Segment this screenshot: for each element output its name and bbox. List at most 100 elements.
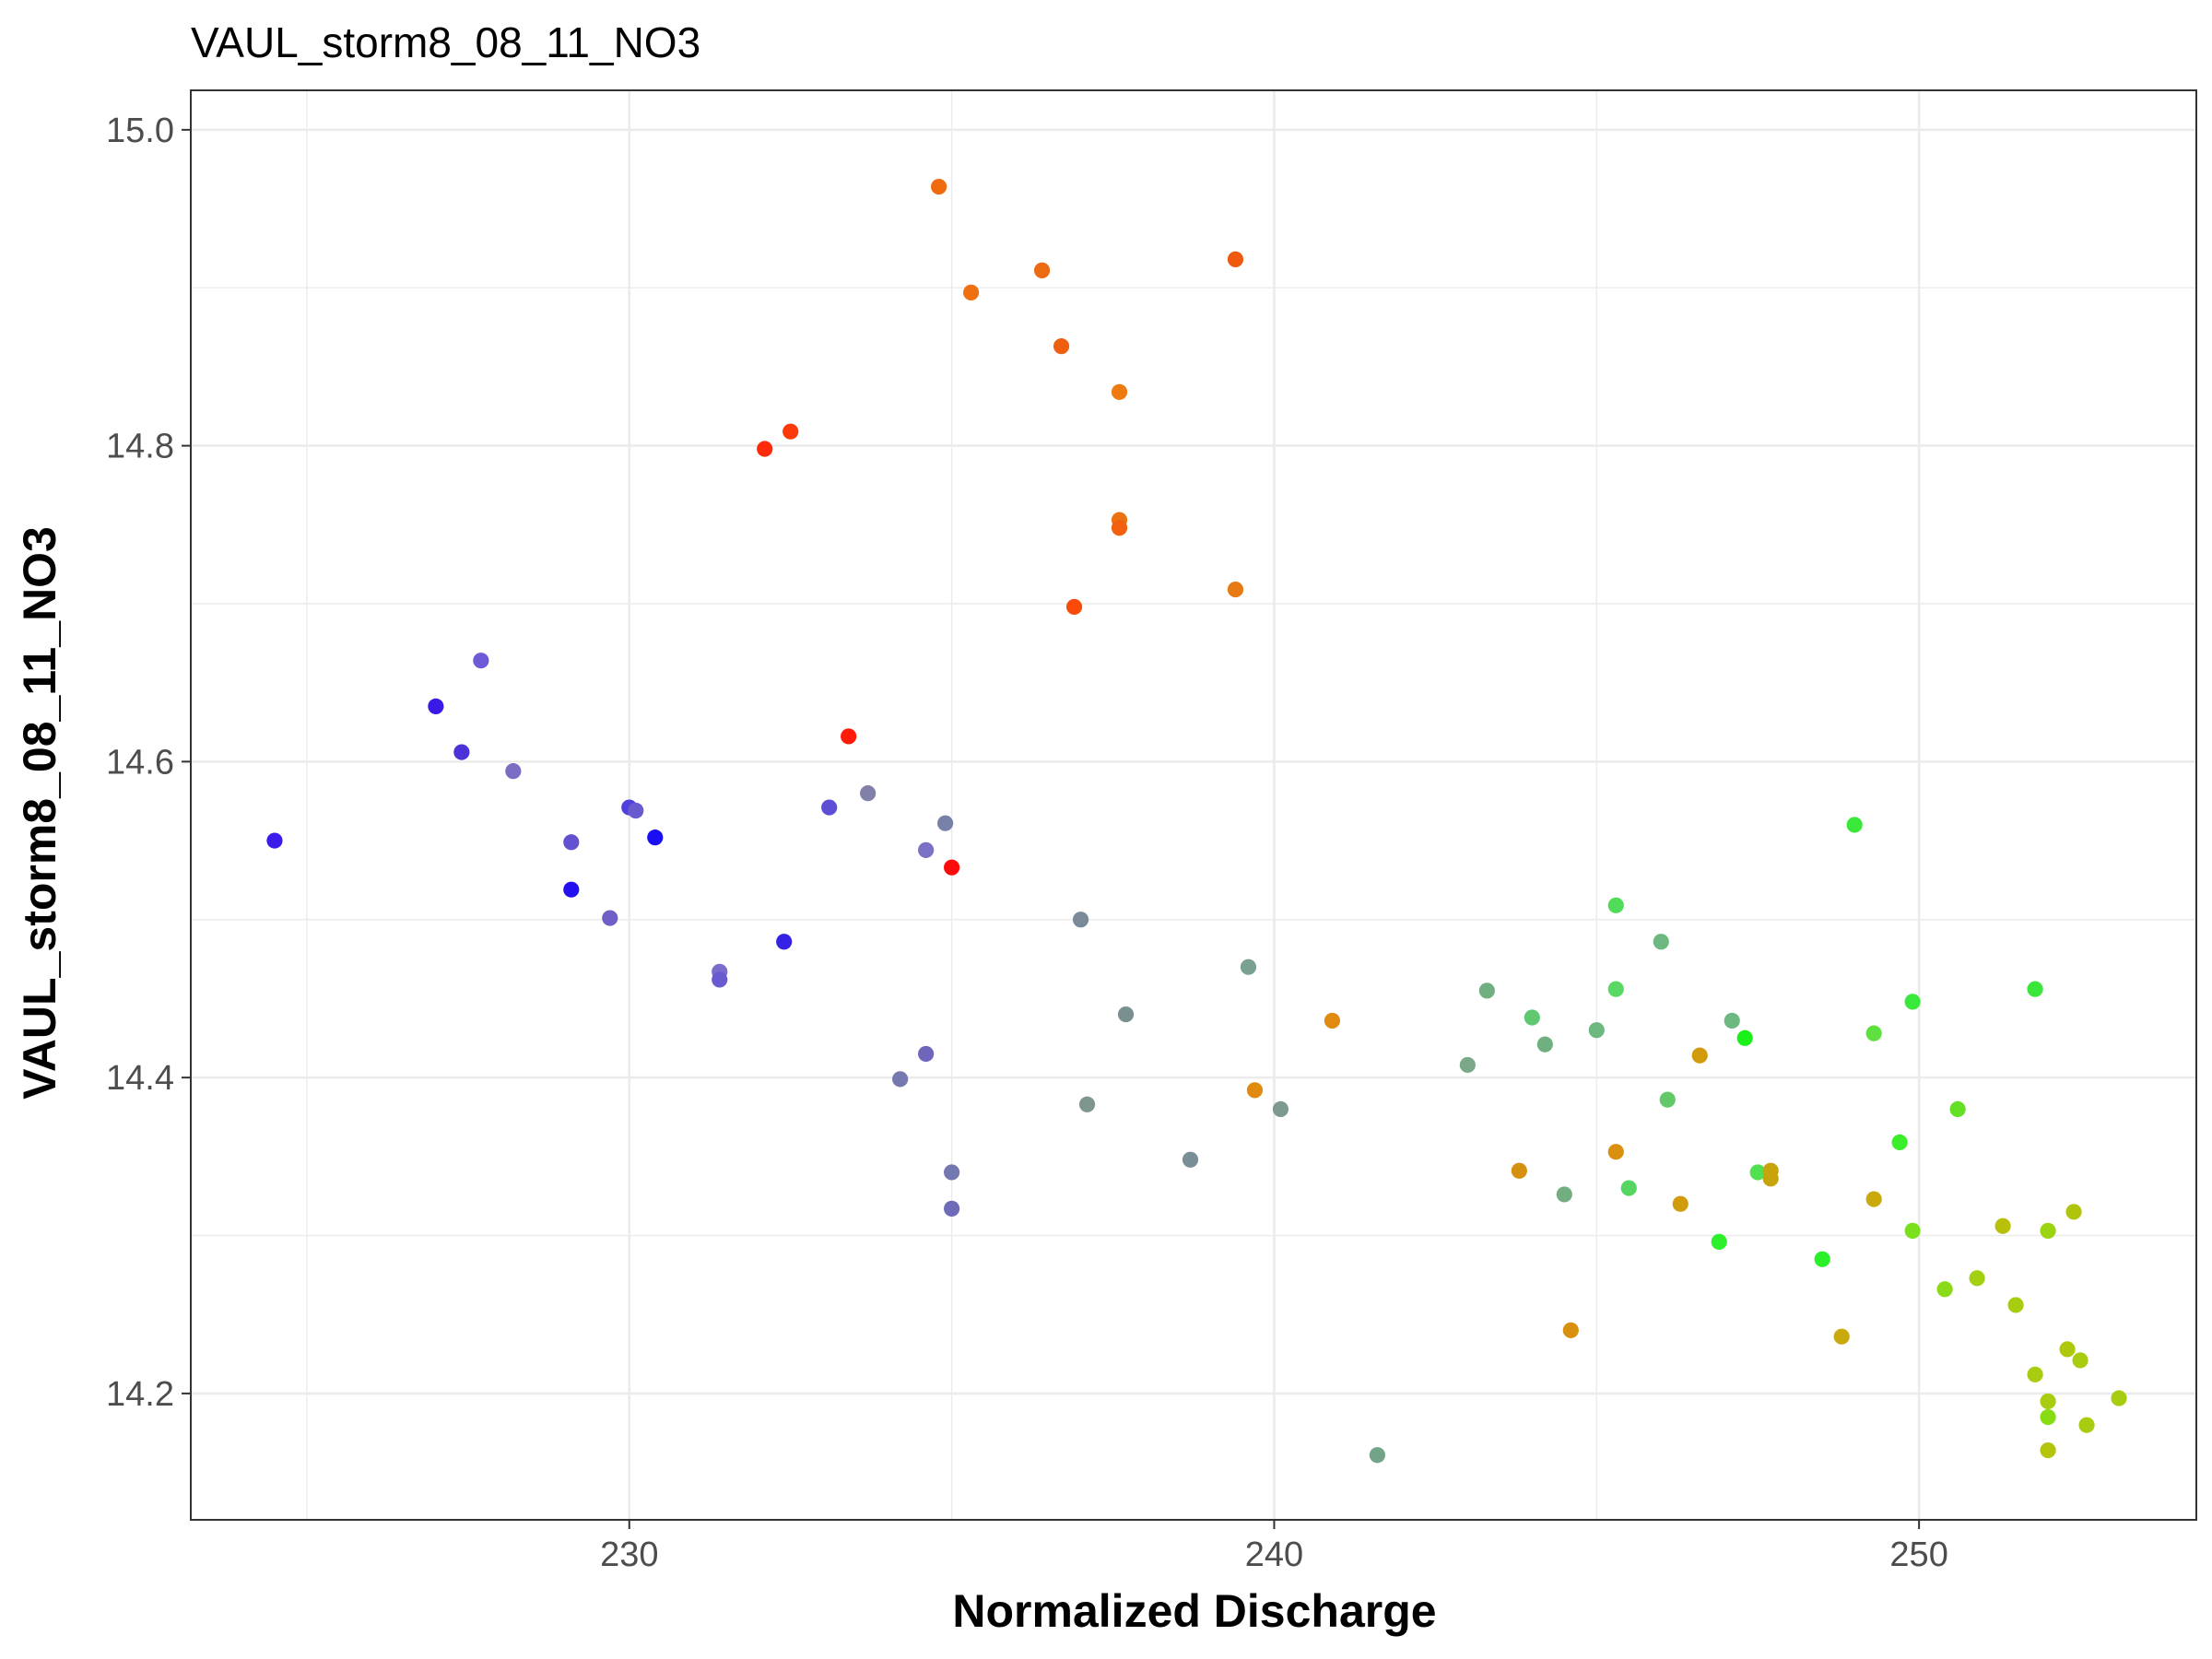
data-point [428,698,444,714]
data-point [712,971,728,988]
data-point [1865,1025,1882,1041]
data-point [1182,1151,1199,1168]
data-point [1936,1281,1953,1298]
data-point [2007,1297,2024,1313]
data-point [1969,1270,1985,1287]
data-point [473,653,489,669]
data-point [1111,383,1128,400]
data-point [2040,1393,2056,1410]
x-tick-label: 230 [600,1535,658,1574]
y-tick-label: 14.4 [106,1059,174,1098]
data-point [860,785,877,802]
y-tick-label: 14.2 [106,1375,174,1414]
data-point [1736,1030,1753,1046]
y-axis: 14.2 14.4 14.6 14.8 15.0 [106,112,191,1414]
panel-border [190,89,2197,1521]
major-gridlines [191,90,2196,1520]
data-point [1272,1100,1289,1118]
data-point [776,934,793,950]
data-point [944,1164,960,1181]
data-point [931,178,947,195]
data-point [918,1045,935,1063]
data-point [1904,1222,1921,1239]
data-point [647,830,664,846]
data-point [1607,1144,1624,1160]
data-point [821,799,838,816]
y-tick-label: 15.0 [106,112,174,150]
data-point [1691,1047,1708,1064]
data-point [2040,1409,2056,1426]
data-point [1749,1164,1766,1181]
data-point [1762,1171,1779,1187]
data-point [1556,1186,1572,1203]
data-point [1994,1218,2011,1234]
data-point [1033,262,1051,278]
data-point [1478,982,1495,999]
data-point [2072,1352,2088,1369]
data-point [944,859,960,876]
y-axis-title: VAUL_storm8_08_11_NO3 [14,526,65,1100]
data-point [918,841,935,858]
data-point [1511,1162,1527,1179]
data-point [1078,1096,1096,1112]
chart-title: VAUL_storm8_08_11_NO3 [191,18,700,66]
data-point [1620,1180,1637,1196]
data-point [1227,251,1244,267]
data-point [1117,1006,1135,1023]
data-point [1588,1022,1605,1039]
data-point [563,834,580,851]
plot-panel [190,89,2197,1521]
data-point [2027,981,2043,997]
data-point [944,1200,960,1217]
data-point [1536,1036,1553,1053]
data-point [1607,981,1624,997]
data-point [2027,1366,2043,1382]
data-point [782,423,799,440]
data-point [2040,1222,2056,1239]
data-point [1227,581,1244,598]
data-point [757,441,773,457]
data-point [1459,1056,1476,1074]
data-point [1111,520,1128,536]
minor-gridlines [191,90,2196,1520]
data-point [266,832,283,849]
data-point [1814,1251,1830,1267]
data-point [1369,1447,1386,1464]
data-point [1724,1012,1740,1030]
data-point [1240,959,1257,975]
y-tick-label: 14.6 [106,743,174,782]
x-tick-label: 250 [1889,1535,1947,1574]
data-point [1607,897,1624,913]
data-point [937,815,954,831]
data-point [628,802,644,819]
data-point [1891,1134,1908,1150]
data-points [266,178,2127,1464]
data-point [1653,934,1669,950]
data-point [2059,1341,2076,1358]
data-point [2111,1390,2127,1406]
data-point [2040,1441,2056,1459]
data-point [602,910,618,926]
data-point [1072,912,1089,928]
data-point [1562,1322,1579,1338]
x-axis-title: Normalized Discharge [952,1585,1436,1637]
data-point [1949,1100,1966,1118]
data-point [1711,1233,1727,1250]
data-point [1672,1195,1688,1212]
data-point [1065,598,1083,616]
data-point [892,1071,909,1088]
data-point [1865,1191,1882,1207]
data-point [1833,1328,1850,1345]
data-point [1053,338,1070,355]
data-point [2065,1204,2082,1220]
x-axis: 230 240 250 [600,1520,1948,1574]
data-point [1324,1012,1341,1030]
data-point [1524,1009,1540,1026]
x-tick-label: 240 [1245,1535,1303,1574]
data-point [963,284,980,300]
data-point [563,881,580,898]
data-point [1904,994,1921,1010]
data-point [453,744,470,760]
